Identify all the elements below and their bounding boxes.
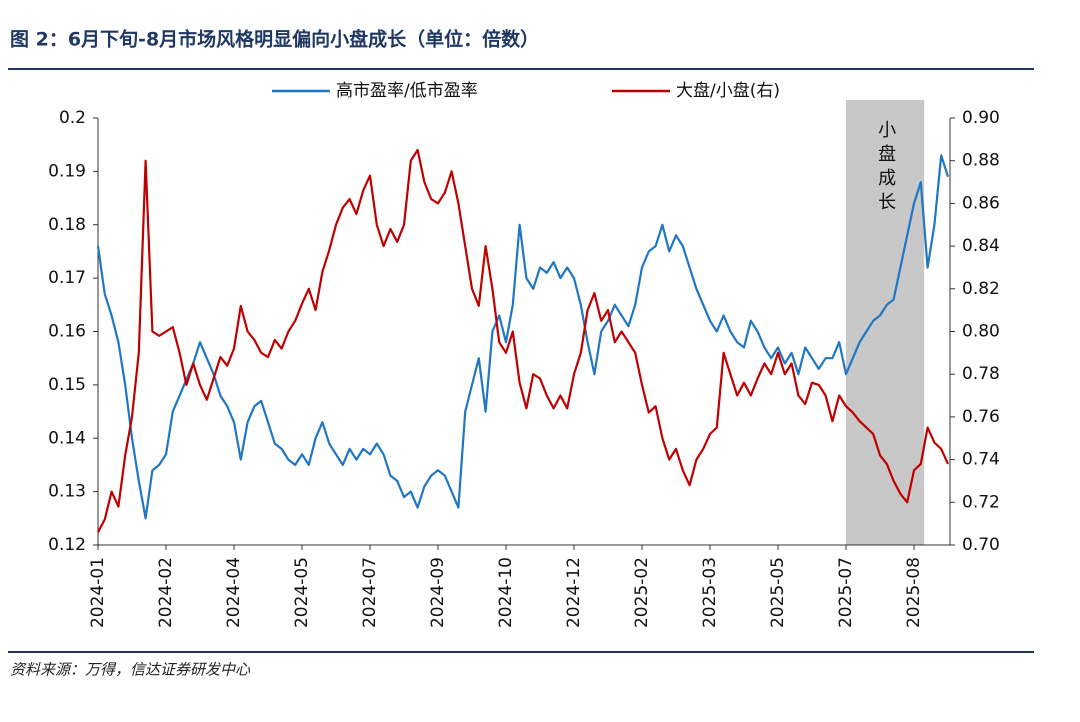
y2-tick-label: 0.90: [962, 108, 1000, 128]
y2-tick-label: 0.70: [962, 535, 1000, 555]
x-tick-label: 2025-03: [700, 557, 720, 628]
x-tick-label: 2024-07: [360, 557, 380, 628]
x-tick-label: 2025-08: [904, 557, 924, 628]
highlight-range: [846, 100, 925, 545]
y-tick-label: 0.14: [48, 428, 86, 448]
y-tick-label: 0.18: [48, 215, 86, 235]
legend-label: 大盘/小盘(右): [676, 81, 780, 101]
y2-tick-label: 0.82: [962, 279, 1000, 299]
legend-label: 高市盈率/低市盈率: [336, 81, 478, 101]
y-tick-label: 0.15: [48, 375, 86, 395]
x-tick-label: 2024-01: [88, 557, 108, 628]
y2-tick-label: 0.72: [962, 492, 1000, 512]
chart-title: 图 2：6月下旬-8月市场风格明显偏向小盘成长（单位：倍数）: [10, 28, 539, 51]
y-tick-label: 0.13: [48, 482, 86, 502]
x-tick-label: 2025-02: [632, 557, 652, 628]
y2-tick-label: 0.78: [962, 364, 1000, 384]
y-tick-label: 0.2: [59, 108, 86, 128]
highlight-label: 小盘成长: [875, 120, 896, 216]
x-tick-label: 2024-04: [224, 557, 244, 628]
y-tick-label: 0.12: [48, 535, 86, 555]
y-tick-label: 0.16: [48, 322, 86, 342]
x-tick-label: 2024-02: [156, 557, 176, 628]
x-tick-label: 2024-05: [292, 557, 312, 628]
y-tick-label: 0.17: [48, 268, 86, 288]
x-tick-label: 2024-12: [564, 557, 584, 628]
y2-tick-label: 0.76: [962, 407, 1000, 427]
y-tick-label: 0.19: [48, 161, 86, 181]
y2-tick-label: 0.84: [962, 236, 1000, 256]
y2-tick-label: 0.74: [962, 450, 1000, 470]
y2-tick-label: 0.80: [962, 322, 1000, 342]
x-tick-label: 2025-07: [836, 557, 856, 628]
x-tick-label: 2024-09: [428, 557, 448, 628]
x-tick-label: 2025-05: [768, 557, 788, 628]
source: 资料来源：万得，信达证券研发中心: [10, 661, 251, 679]
x-tick-label: 2024-10: [496, 557, 516, 628]
y2-tick-label: 0.86: [962, 193, 1000, 213]
series-line: [96, 154, 950, 520]
y2-tick-label: 0.88: [962, 151, 1000, 171]
series-line: [97, 148, 950, 533]
